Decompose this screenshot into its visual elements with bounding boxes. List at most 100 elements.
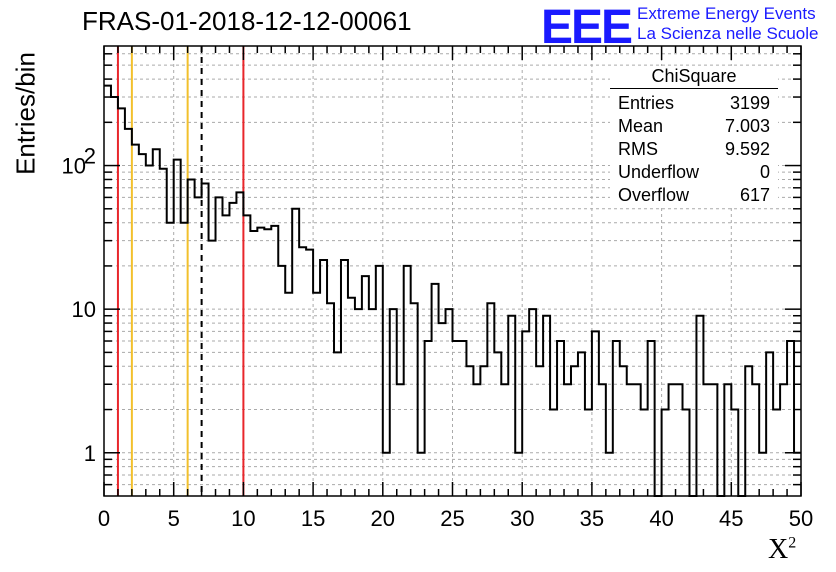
histogram-bin — [222, 215, 229, 496]
histogram-bin — [418, 453, 425, 496]
x-tick-label: 25 — [440, 506, 464, 531]
histogram-bin — [752, 384, 759, 496]
histogram-bin — [529, 309, 536, 496]
histogram-bin — [243, 215, 250, 496]
histogram-bin — [676, 384, 683, 496]
histogram-bin — [508, 316, 515, 496]
histogram-bin — [446, 309, 453, 496]
histogram-bin — [473, 384, 480, 496]
histogram-bin — [494, 352, 501, 496]
eee-logo-line1: Extreme Energy Events — [637, 4, 816, 23]
x-tick-label: 35 — [580, 506, 604, 531]
histogram-bin — [571, 366, 578, 496]
stats-row-mean: Mean 7.003 — [610, 115, 778, 138]
histogram-bin — [543, 316, 550, 496]
histogram-bin — [369, 309, 376, 496]
histogram-bin — [683, 410, 690, 496]
histogram-bin — [606, 453, 613, 496]
chart-title: FRAS-01-2018-12-12-00061 — [82, 6, 412, 36]
stats-row-entries: Entries 3199 — [610, 92, 778, 115]
histogram-bin — [536, 366, 543, 496]
histogram-bin — [425, 341, 432, 496]
histogram-bin — [703, 384, 710, 496]
histogram-bin — [104, 86, 111, 496]
histogram-bin — [766, 352, 773, 496]
histogram-bin — [522, 331, 529, 496]
histogram-bin — [592, 331, 599, 496]
histogram-bin — [724, 384, 731, 496]
eee-logo-line2: La Scienza nelle Scuole — [637, 24, 819, 43]
histogram-bin — [181, 223, 188, 496]
histogram-bin — [216, 197, 223, 496]
stats-box: ChiSquare Entries 3199 Mean 7.003 RMS 9.592… — [610, 66, 778, 207]
histogram-bin — [599, 384, 606, 496]
stats-label: RMS — [618, 139, 658, 159]
histogram-bin — [439, 323, 446, 496]
histogram-bin — [383, 453, 390, 496]
stats-row-rms: RMS 9.592 — [610, 138, 778, 161]
histogram-bin — [285, 293, 292, 496]
stats-label: Mean — [618, 116, 664, 136]
stats-value: 0 — [759, 162, 770, 182]
x-tick-label: 10 — [231, 506, 255, 531]
histogram-bin — [271, 226, 278, 496]
histogram-bin — [313, 293, 320, 496]
histogram-bin — [696, 316, 703, 496]
x-axis-label: X2 — [768, 534, 796, 566]
histogram-bin — [578, 352, 585, 496]
x-tick-label: 0 — [98, 506, 110, 531]
histogram-bin — [132, 145, 139, 496]
histogram-bin — [209, 241, 216, 496]
histogram-bin — [627, 384, 634, 496]
x-axis-label-base: X — [768, 534, 789, 565]
y-tick-label: 10 — [62, 154, 86, 179]
histogram-bin — [404, 266, 411, 496]
histogram-bin — [515, 453, 522, 496]
histogram-bin — [167, 223, 174, 496]
histogram-bin — [620, 366, 627, 496]
histogram-bin — [341, 260, 348, 496]
histogram-bin — [188, 179, 195, 496]
stats-label: Underflow — [618, 162, 700, 182]
histogram-bin — [662, 410, 669, 496]
histogram-bin — [125, 129, 132, 496]
histogram-bin — [257, 228, 264, 496]
histogram-bin — [780, 384, 787, 496]
histogram-bin — [564, 384, 571, 496]
histogram-bin — [250, 231, 257, 496]
histogram-bin — [278, 266, 285, 496]
histogram-bin — [202, 183, 209, 496]
histogram-bin — [174, 160, 181, 496]
x-tick-label: 30 — [510, 506, 534, 531]
stats-label: Overflow — [618, 185, 690, 205]
stats-title: ChiSquare — [610, 66, 778, 89]
histogram-bin — [292, 209, 299, 496]
histogram-bin — [355, 309, 362, 496]
histogram-bin — [362, 276, 369, 496]
histogram-bin — [411, 303, 418, 496]
histogram-bin — [641, 410, 648, 496]
y-tick-label: 1 — [84, 441, 96, 466]
histogram-bin — [557, 341, 564, 496]
histogram-bin — [334, 352, 341, 496]
histogram-bin — [111, 97, 118, 496]
histogram-bin — [348, 298, 355, 496]
histogram-bin — [299, 247, 306, 496]
y-tick-label-exponent: 2 — [84, 144, 96, 169]
histogram-bin — [731, 410, 738, 496]
histogram-bin — [501, 384, 508, 496]
x-tick-label: 45 — [719, 506, 743, 531]
stats-value: 7.003 — [724, 116, 770, 136]
histogram-outline — [104, 84, 801, 497]
histogram-bin — [160, 169, 167, 496]
histogram-bin — [229, 203, 236, 496]
histogram-bin — [745, 366, 752, 496]
histogram-bin — [759, 453, 766, 496]
x-tick-label: 5 — [168, 506, 180, 531]
stats-label: Entries — [618, 93, 675, 113]
x-tick-label: 40 — [649, 506, 673, 531]
histogram-bin — [397, 384, 404, 496]
histogram-bin — [634, 384, 641, 496]
histogram-bin — [390, 309, 397, 496]
eee-logo: EEE — [541, 1, 633, 54]
